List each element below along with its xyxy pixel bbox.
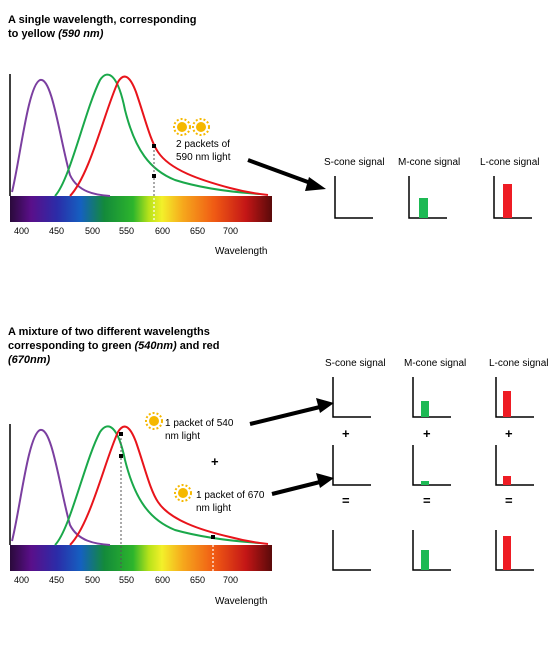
sun-icon — [173, 118, 191, 136]
tick-label: 500 — [85, 226, 101, 236]
top-l-intersection-dot — [152, 144, 156, 148]
tick-label: 700 — [223, 226, 239, 236]
row2-m-signal-bar — [421, 481, 429, 485]
arrow-icon — [247, 158, 326, 191]
top-s-signal-label: S-cone signal — [324, 157, 385, 168]
tick-label: 600 — [155, 575, 171, 585]
bottom-670-l-dot — [211, 535, 215, 539]
sun-icon — [192, 118, 210, 136]
top-l-cone-curve — [69, 75, 269, 197]
bottom-sensitivity-chart — [9, 398, 334, 571]
bottom-title: A mixture of two different wavelengths c… — [8, 326, 220, 366]
top-l-panel-axes — [493, 176, 532, 219]
plus-sign: + — [423, 426, 431, 441]
row2-s-panel-axes — [332, 445, 371, 486]
tick-label: 400 — [14, 575, 30, 585]
row1-l-panel-axes — [495, 377, 534, 418]
bottom-x-axis-label: Wavelength — [215, 596, 268, 607]
row3-l-signal-bar — [503, 536, 511, 570]
equals-sign: = — [505, 493, 513, 508]
plus-sign: + — [342, 426, 350, 441]
bottom-m-signal-label: M-cone signal — [404, 358, 467, 369]
top-l-signal-bar — [503, 184, 512, 218]
tick-label: 450 — [49, 575, 65, 585]
top-signal-panels — [334, 176, 532, 219]
top-title: A single wavelength, corresponding to ye… — [8, 14, 197, 40]
sun-icon — [174, 484, 192, 502]
bottom-540-m-dot — [119, 454, 123, 458]
sun-icon — [145, 412, 163, 430]
top-spectrum-bar — [10, 196, 272, 222]
row1-m-panel-axes — [412, 377, 451, 418]
bottom-s-cone-curve — [11, 429, 111, 546]
center-plus-sign: + — [211, 454, 219, 469]
row2-l-panel-axes — [495, 445, 534, 486]
bottom-packet1-label: 1 packet of 540 nm light — [165, 418, 234, 442]
top-m-cone-curve — [54, 73, 261, 197]
bottom-signal-panels — [332, 377, 534, 571]
row2-l-signal-bar — [503, 476, 511, 485]
top-s-panel-axes — [334, 176, 373, 219]
top-s-cone-curve — [11, 79, 111, 197]
top-m-panel-axes — [408, 176, 447, 219]
plus-sign: + — [505, 426, 513, 441]
row1-s-panel-axes — [332, 377, 371, 418]
row3-m-panel-axes — [412, 530, 451, 571]
bottom-m-cone-curve — [54, 425, 261, 546]
top-l-signal-label: L-cone signal — [480, 157, 540, 168]
bottom-l-signal-label: L-cone signal — [489, 358, 549, 369]
tick-label: 500 — [85, 575, 101, 585]
top-x-axis-label: Wavelength — [215, 246, 268, 257]
bottom-spectrum-bar — [10, 545, 272, 571]
bottom-packet2-label: 1 packet of 670 nm light — [196, 490, 265, 514]
tick-label: 450 — [49, 226, 65, 236]
tick-label: 550 — [119, 575, 135, 585]
row1-m-signal-bar — [421, 401, 429, 417]
top-m-intersection-dot — [152, 174, 156, 178]
row1-l-signal-bar — [503, 391, 511, 417]
top-m-signal-bar — [419, 198, 428, 218]
row3-m-signal-bar — [421, 550, 429, 570]
arrow-icon — [249, 398, 334, 426]
equals-sign: = — [423, 493, 431, 508]
tick-label: 550 — [119, 226, 135, 236]
tick-label: 400 — [14, 226, 30, 236]
tick-label: 650 — [190, 575, 206, 585]
tick-label: 700 — [223, 575, 239, 585]
row3-l-panel-axes — [495, 530, 534, 571]
arrow-icon — [271, 473, 334, 496]
top-packet-label: 2 packets of 590 nm light — [176, 139, 231, 163]
equals-sign: = — [342, 493, 350, 508]
top-m-signal-label: M-cone signal — [398, 157, 461, 168]
bottom-s-signal-label: S-cone signal — [325, 358, 386, 369]
bottom-l-cone-curve — [69, 425, 269, 546]
top-sensitivity-chart — [9, 73, 326, 222]
bottom-540-l-dot — [119, 432, 123, 436]
tick-label: 600 — [155, 226, 171, 236]
row2-m-panel-axes — [412, 445, 451, 486]
row3-s-panel-axes — [332, 530, 371, 571]
tick-label: 650 — [190, 226, 206, 236]
